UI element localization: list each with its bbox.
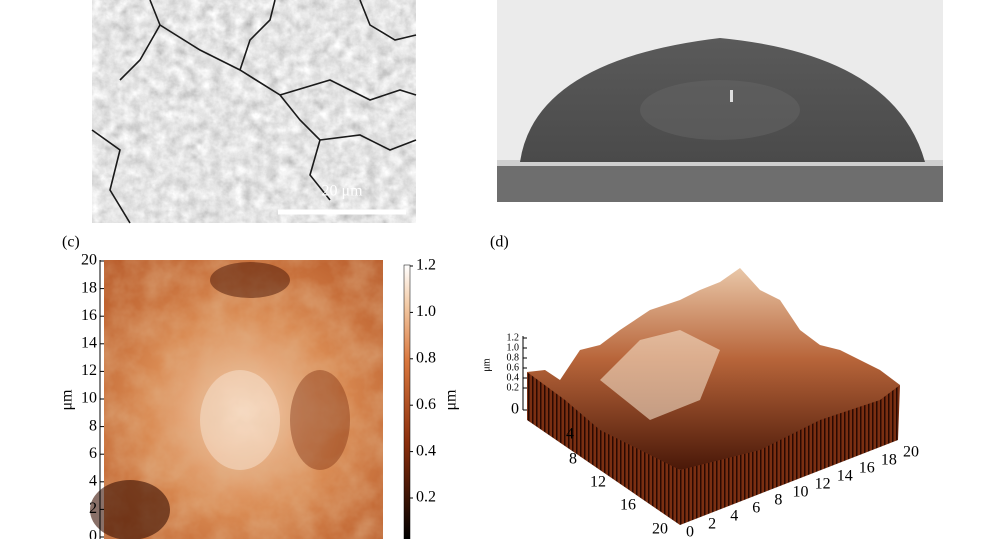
z-tick-label: 0.2 [507, 382, 520, 393]
panel-label: (d) [490, 234, 509, 251]
z-tick-label: 0.4 [507, 372, 520, 383]
afm-map [90, 260, 383, 539]
y-tick-label: 0 [89, 528, 97, 539]
y-tick-label: 6 [89, 445, 97, 462]
z-tick-label: 1.0 [507, 342, 520, 353]
z-tick-label: 0.6 [507, 362, 520, 373]
x-tick-label: 6 [752, 500, 760, 517]
y-tick-label: 12 [81, 362, 97, 379]
x-tick-label: 4 [730, 508, 738, 525]
colorbar-tick-label: 0.2 [416, 489, 436, 506]
x-tick-label: 10 [793, 484, 809, 501]
x-tick-label: 12 [815, 476, 831, 493]
colorbar-tick-label: 1.0 [416, 303, 436, 320]
x-tick-label: 14 [837, 468, 853, 485]
y-tick-label: 14 [81, 334, 97, 351]
colorbar-tick-label: 0.6 [416, 396, 436, 413]
z-tick-label: 0.8 [507, 352, 520, 363]
colorbar [403, 264, 411, 539]
x-tick-label: 18 [881, 452, 897, 469]
y-tick-label: 12 [590, 474, 606, 491]
y-tick-label: 16 [81, 307, 97, 324]
colorbar-label: μm [443, 389, 460, 411]
colorbar-tick-label: 1.2 [416, 257, 436, 274]
y-tick-label: 4 [89, 472, 97, 489]
x-tick-label: 8 [774, 492, 782, 509]
y-axis-label: μm [59, 389, 76, 411]
y-tick-label: 8 [89, 417, 97, 434]
scale-bar-label: 20 μm [321, 183, 363, 200]
colorbar-tick-label: 0.4 [416, 442, 436, 459]
colorbar-tick-label: 0.8 [416, 349, 436, 366]
x-tick-label: 16 [859, 460, 875, 477]
y-tick-label: 20 [652, 521, 668, 538]
y-tick-label: 2 [89, 500, 97, 517]
sem-image: 20 μm [91, 0, 417, 224]
x-tick-label: 0 [686, 524, 694, 539]
y-tick-label: 20 [81, 252, 97, 269]
y-tick-label: 18 [81, 279, 97, 296]
y-tick-label: 16 [620, 497, 636, 514]
y-tick-label: 10 [81, 390, 97, 407]
z-tick-label: 1.2 [507, 332, 520, 343]
afm-3d-surface [527, 268, 900, 525]
z-tick-label: 0 [511, 401, 519, 418]
y-tick-label: 8 [569, 451, 577, 468]
y-tick-label: 4 [566, 426, 574, 443]
droplet-image [497, 0, 943, 202]
panel-label: (c) [62, 234, 80, 251]
z-axis-label: μm [481, 358, 492, 371]
x-tick-label: 2 [708, 516, 716, 533]
x-tick-label: 20 [903, 444, 919, 461]
